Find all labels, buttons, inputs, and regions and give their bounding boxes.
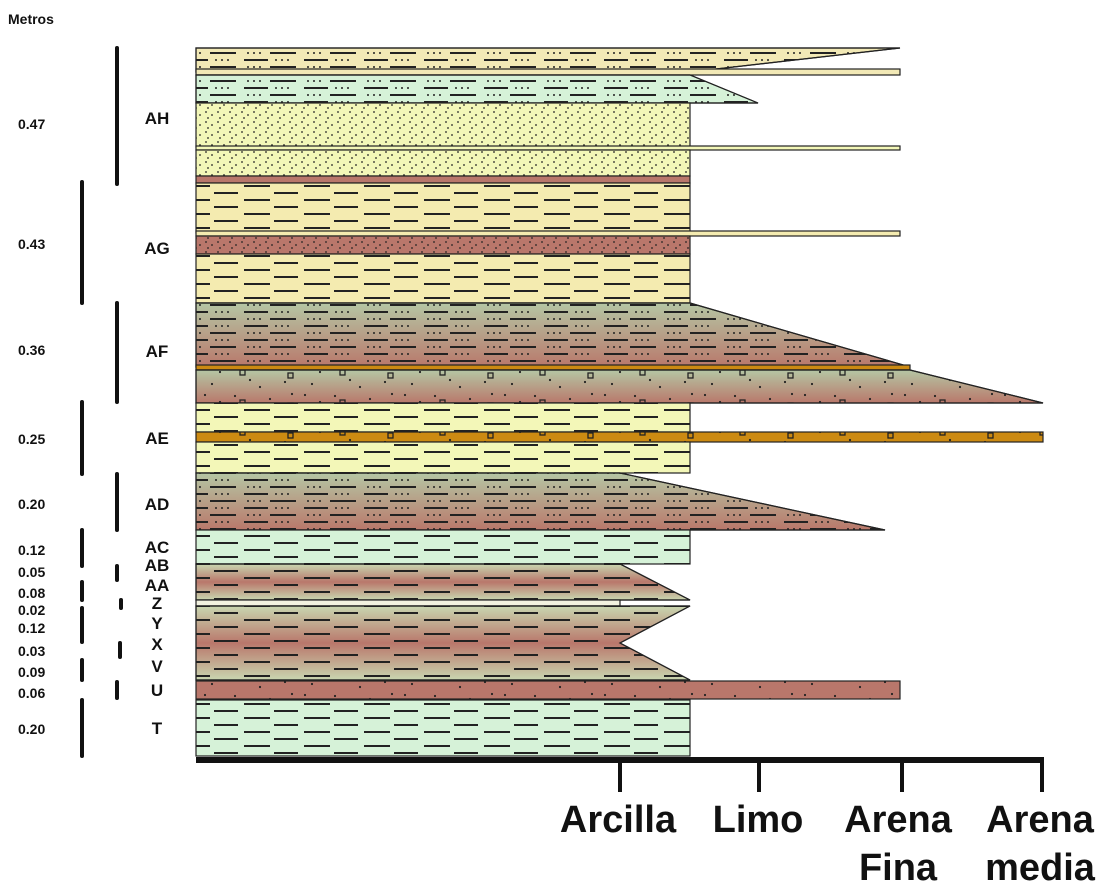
grain-label-arena-media-1: Arena bbox=[986, 799, 1095, 841]
z-band bbox=[195, 599, 621, 607]
layer-y-x-v bbox=[195, 605, 691, 681]
code-ab: AB bbox=[145, 556, 170, 575]
code-x: X bbox=[151, 635, 163, 654]
af-orange-band bbox=[195, 364, 911, 371]
thickness-ad: 0.20 bbox=[18, 496, 45, 512]
layer-u bbox=[195, 680, 901, 700]
code-t: T bbox=[152, 719, 163, 738]
code-u: U bbox=[151, 681, 163, 700]
code-v: V bbox=[151, 657, 163, 676]
grain-size-axis bbox=[196, 757, 1044, 792]
code-ah: AH bbox=[145, 109, 170, 128]
grain-size-labels: Arcilla Limo Arena Fina Arena media bbox=[560, 799, 1096, 889]
layer-af bbox=[195, 302, 1044, 404]
layer-ae bbox=[195, 402, 1044, 474]
layer-ac bbox=[195, 529, 691, 565]
ah-thin-line bbox=[195, 145, 901, 151]
code-ae: AE bbox=[145, 429, 169, 448]
layer-t bbox=[195, 699, 691, 757]
grain-label-arcilla: Arcilla bbox=[560, 799, 677, 841]
code-ad: AD bbox=[145, 495, 170, 514]
thickness-t: 0.20 bbox=[18, 721, 45, 737]
thickness-bars bbox=[80, 46, 123, 758]
thickness-ag: 0.43 bbox=[18, 236, 45, 252]
layer-z bbox=[195, 599, 621, 607]
grain-label-arena-fina-2: Fina bbox=[859, 847, 938, 889]
code-ac: AC bbox=[145, 538, 170, 557]
layer-ab-aa bbox=[195, 563, 691, 601]
ah-brown-band bbox=[195, 175, 691, 184]
layers bbox=[195, 47, 1044, 757]
layer-ad bbox=[195, 472, 886, 531]
thickness-ah: 0.47 bbox=[18, 116, 45, 132]
units-label: Metros bbox=[8, 11, 54, 27]
layer-ag bbox=[195, 182, 901, 304]
grain-label-arena-media-2: media bbox=[985, 847, 1096, 889]
grain-label-limo: Limo bbox=[713, 799, 804, 841]
code-af: AF bbox=[146, 342, 169, 361]
thickness-af: 0.36 bbox=[18, 342, 45, 358]
thickness-aa: 0.08 bbox=[18, 585, 45, 601]
code-z: Z bbox=[152, 594, 162, 613]
thickness-y: 0.12 bbox=[18, 620, 45, 636]
code-aa: AA bbox=[145, 576, 170, 595]
grain-label-arena-fina-1: Arena bbox=[844, 799, 953, 841]
thickness-values: 0.47 0.43 0.36 0.25 0.20 0.12 0.05 0.08 … bbox=[18, 116, 45, 737]
code-ag: AG bbox=[144, 239, 170, 258]
thickness-x: 0.03 bbox=[18, 643, 45, 659]
thickness-u: 0.06 bbox=[18, 685, 45, 701]
code-y: Y bbox=[151, 614, 163, 633]
thickness-ae: 0.25 bbox=[18, 431, 45, 447]
thickness-ac: 0.12 bbox=[18, 542, 45, 558]
thickness-v: 0.09 bbox=[18, 664, 45, 680]
thickness-z: 0.02 bbox=[18, 602, 45, 618]
layer-ah bbox=[195, 47, 901, 184]
ag-thin-line bbox=[195, 230, 901, 237]
unit-codes: AH AG AF AE AD AC AB AA Z Y X V U T bbox=[144, 109, 170, 738]
thickness-ab: 0.05 bbox=[18, 564, 45, 580]
ah-thin-sand bbox=[195, 68, 901, 76]
